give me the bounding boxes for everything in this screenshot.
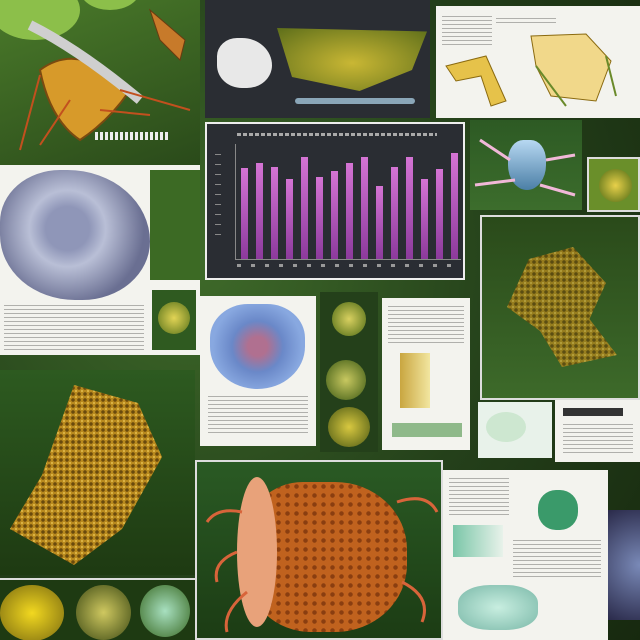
round-specimen-column — [320, 292, 378, 452]
text-block — [208, 396, 308, 436]
text-block — [442, 16, 492, 46]
specimen-tentacles — [205, 497, 439, 633]
chart-bar — [421, 178, 428, 259]
anatomy-diagram — [445, 33, 617, 107]
specimen-jar — [453, 525, 503, 557]
chart-plot-area — [235, 144, 461, 260]
text-block — [4, 305, 144, 350]
round-specimen — [140, 585, 190, 637]
green-specimen — [538, 490, 578, 530]
round-specimen — [158, 302, 190, 334]
aqua-specimen — [458, 585, 538, 630]
specimen-panel-top-middle — [205, 0, 430, 118]
specimen-panel-top-left — [0, 0, 200, 165]
orange-specimen-panel — [195, 460, 443, 640]
blue-specimen — [508, 140, 546, 190]
text-block — [388, 306, 464, 346]
chart-bar — [271, 166, 278, 259]
round-specimen-strip — [0, 578, 195, 640]
specimen-thumbnail — [152, 290, 196, 350]
label-card — [555, 400, 640, 462]
cicada-illustration — [19, 8, 191, 151]
chart-bar — [301, 157, 308, 259]
x-axis-labels — [237, 264, 457, 267]
specimen-legs — [474, 138, 576, 197]
diagram-sheet-top-right — [436, 6, 640, 118]
chart-bar — [391, 166, 398, 259]
y-axis-labels — [215, 154, 221, 244]
round-specimen — [326, 360, 366, 400]
orange-specimen-fringe — [237, 477, 277, 627]
honeycomb-specimen — [10, 385, 162, 565]
chart-bar — [241, 168, 248, 259]
notes-sheet-center — [382, 298, 470, 450]
text-block — [513, 540, 601, 580]
specimen-jar — [400, 353, 430, 408]
chart-bar — [436, 169, 443, 259]
chart-bar — [286, 178, 293, 259]
chart-title-placeholder — [237, 133, 437, 136]
round-specimen — [599, 169, 632, 202]
coral-specimen — [217, 38, 272, 88]
round-specimen — [76, 585, 131, 640]
chart-bar — [346, 162, 353, 259]
leaf-shape — [80, 0, 140, 10]
document-panel-bottom-right — [443, 470, 608, 640]
honeycomb-specimen-panel — [0, 370, 195, 575]
disc-specimen — [0, 170, 150, 300]
round-specimen — [0, 585, 64, 640]
panel-caption — [95, 132, 170, 140]
net-specimen — [507, 247, 617, 367]
chart-bars — [236, 144, 461, 259]
text-block — [496, 18, 556, 26]
round-specimen — [332, 302, 366, 336]
text-block — [449, 478, 509, 518]
bar-chart-panel — [205, 122, 465, 280]
specimen-bar — [392, 423, 462, 437]
label-heading — [563, 408, 623, 416]
round-specimen — [328, 407, 370, 447]
chart-bar — [376, 186, 383, 259]
specimen-stem — [295, 98, 415, 104]
chart-bar — [331, 171, 338, 259]
chart-bar — [451, 153, 458, 259]
moss-specimen — [277, 28, 427, 91]
specimen-panel-blue — [470, 120, 582, 210]
chart-bar — [361, 157, 368, 259]
text-block — [563, 424, 633, 454]
chart-bar — [316, 176, 323, 259]
small-note-card — [478, 402, 552, 458]
blue-organ-card — [200, 296, 316, 446]
chart-bar — [256, 162, 263, 259]
blue-organ-specimen — [210, 304, 305, 389]
orange-specimen — [247, 482, 407, 632]
net-specimen-panel — [480, 215, 640, 400]
green-backdrop — [150, 170, 200, 280]
dark-specimen-edge — [608, 510, 640, 620]
leaf-outline — [486, 412, 526, 442]
chart-bar — [406, 157, 413, 259]
specimen-thumbnail — [587, 157, 640, 212]
